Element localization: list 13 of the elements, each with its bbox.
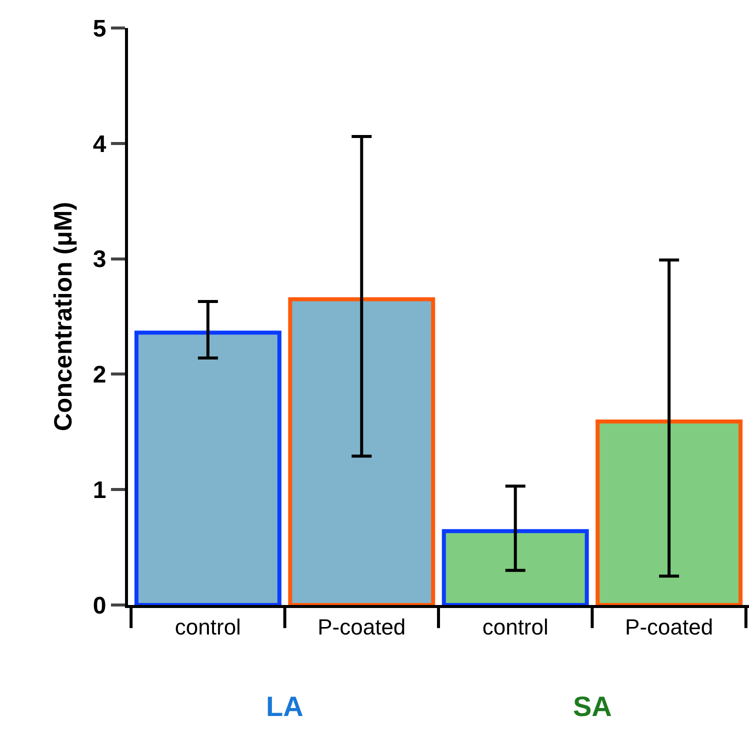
x-tick-label: P-coated xyxy=(625,614,714,640)
y-tick-label: 1 xyxy=(92,477,106,504)
y-axis-title: Concentration (μM) xyxy=(50,202,78,432)
x-tick-label: P-coated xyxy=(318,614,406,640)
x-tick-label: control xyxy=(482,614,548,640)
y-tick-label: 2 xyxy=(92,362,106,389)
y-tick-label: 0 xyxy=(92,592,106,620)
text: SA xyxy=(573,691,612,722)
y-tick-label: 5 xyxy=(92,15,106,42)
y-tick-label: 4 xyxy=(92,130,107,158)
x-tick-label: control xyxy=(174,614,241,640)
text: LA xyxy=(266,691,304,722)
y-tick-label: 3 xyxy=(92,246,106,274)
